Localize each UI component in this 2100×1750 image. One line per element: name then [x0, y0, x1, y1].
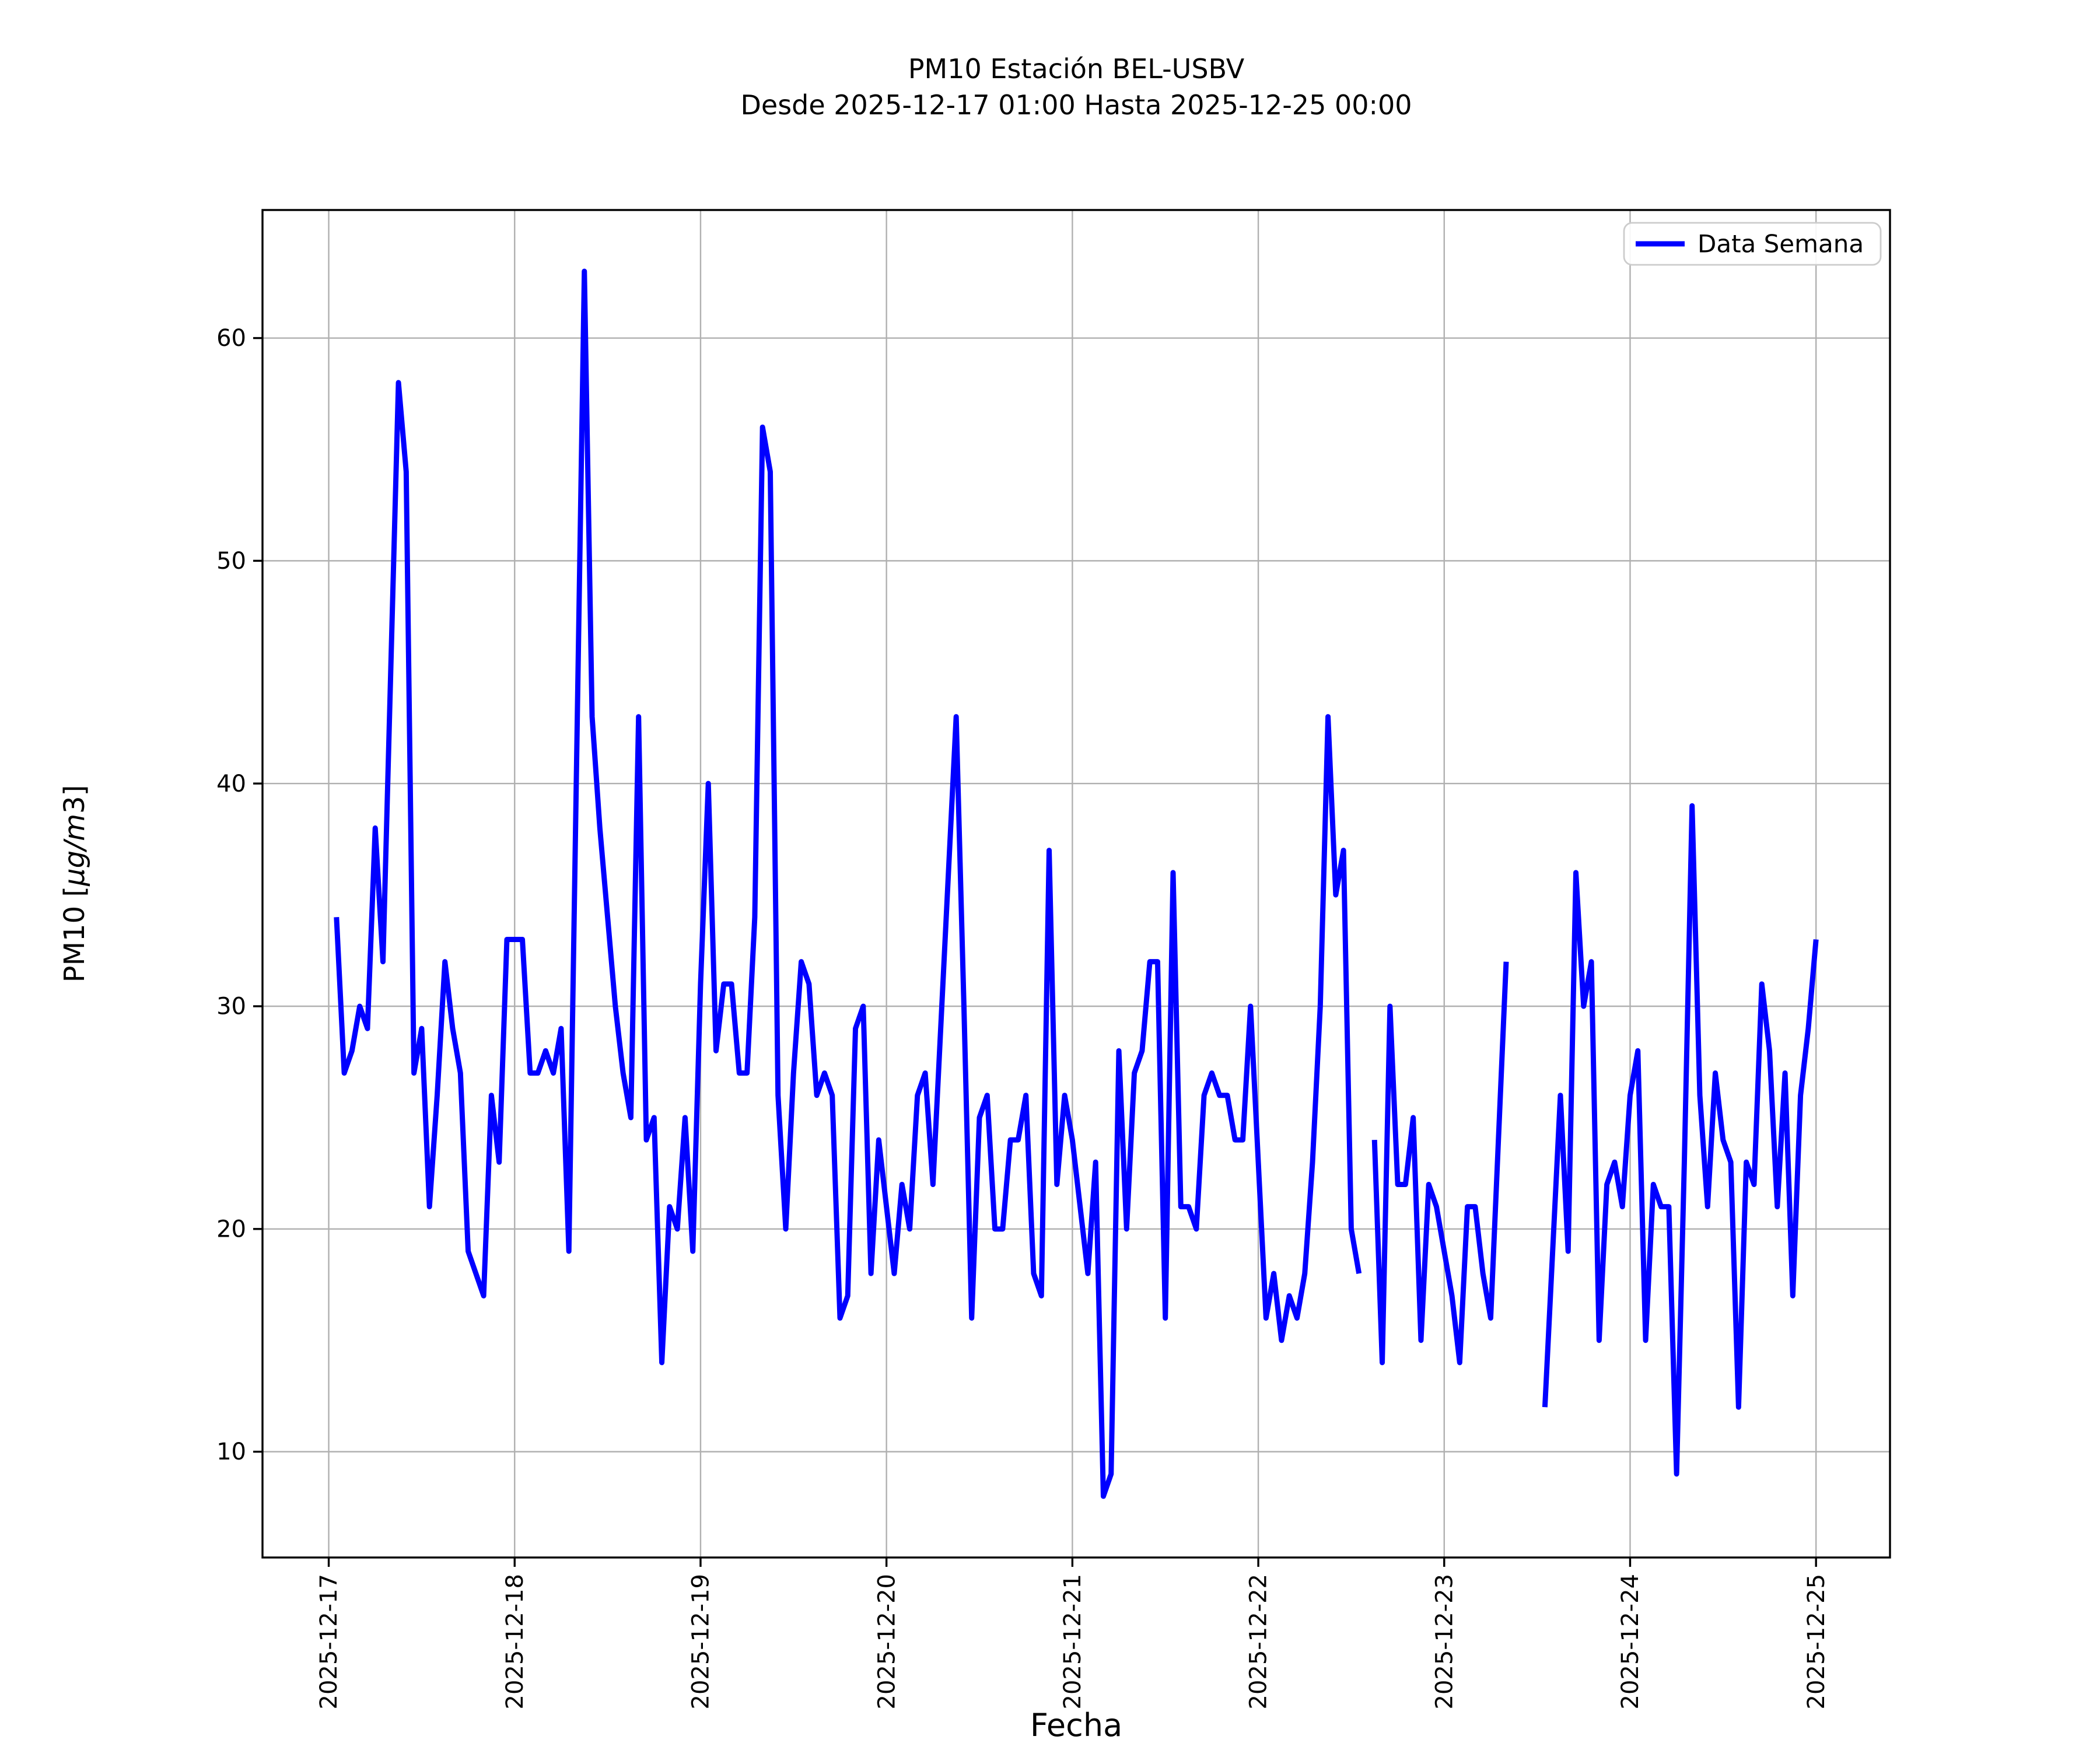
series-data-semana	[334, 268, 1819, 1499]
x-tick-label: 2025-12-20	[873, 1574, 900, 1709]
y-tick-label: 10	[216, 1438, 246, 1465]
chart-title-line2: Desde 2025-12-17 01:00 Hasta 2025-12-25 …	[740, 89, 1412, 121]
axes-frame	[261, 209, 1891, 1559]
legend: Data Semana	[1623, 222, 1882, 266]
axis-ticks: 2025-12-17 2025-12-18 2025-12-19 2025-12-20…	[216, 325, 1830, 1709]
x-tick-label: 2025-12-18	[502, 1574, 528, 1709]
y-tick-label: 50	[216, 548, 246, 575]
x-tick-label: 2025-12-25	[1803, 1574, 1830, 1709]
legend-box	[1623, 222, 1882, 266]
series-line-segment	[1371, 961, 1509, 1366]
y-axis-label: PM10 [µg/m3]	[58, 785, 91, 983]
y-tick-label: 40	[216, 771, 246, 797]
series-line-segment	[1542, 803, 1819, 1477]
series-line-segment	[334, 268, 1362, 1499]
y-tick-label: 20	[216, 1216, 246, 1242]
x-tick-label: 2025-12-21	[1059, 1574, 1086, 1709]
x-tick-label: 2025-12-23	[1431, 1574, 1458, 1709]
y-tick-label: 30	[216, 993, 246, 1020]
x-tick-label: 2025-12-19	[688, 1574, 715, 1709]
x-tick-label: 2025-12-22	[1245, 1574, 1272, 1709]
x-tick-label: 2025-12-17	[316, 1574, 342, 1709]
x-axis-label: Fecha	[1030, 1707, 1122, 1744]
legend-label: Data Semana	[1698, 230, 1864, 258]
chart-title-line1: PM10 Estación BEL-USBV	[908, 53, 1245, 85]
y-tick-label: 60	[216, 325, 246, 352]
grid	[262, 210, 1890, 1558]
x-tick-label: 2025-12-24	[1617, 1574, 1644, 1709]
